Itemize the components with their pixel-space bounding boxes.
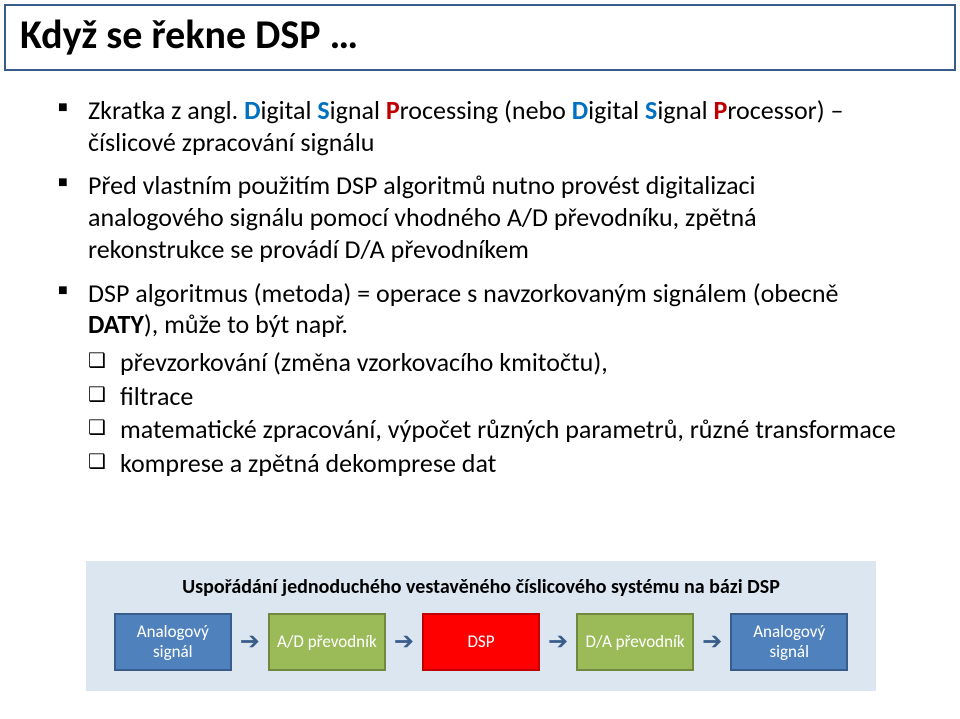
inner-bullet-list: převzorkování (změna vzorkovacího kmitoč… (120, 347, 896, 480)
flow-row: Analogový signál ➔ A/D převodník ➔ DSP ➔… (108, 613, 854, 671)
b3-bold: DATY (88, 308, 144, 340)
page-title: Když se řekne DSP … (20, 10, 940, 59)
inner-2: filtrace (120, 381, 896, 413)
b1-s: S (317, 94, 329, 126)
b1-d2: D (572, 94, 588, 126)
inner-3: matematické zpracování, výpočet různých … (120, 414, 896, 446)
b1-p2: P (714, 94, 728, 126)
b1-pre: Zkratka z angl. (88, 94, 244, 126)
b3-post: ), může to být např. (144, 308, 348, 340)
b1-d: D (244, 94, 260, 126)
box-dsp: DSP (422, 613, 540, 671)
diagram-panel: Uspořádání jednoduchého vestavěného čísl… (86, 561, 876, 691)
arrow-icon: ➔ (394, 630, 414, 654)
b1-ignal2: ignal (657, 94, 713, 126)
arrow-icon: ➔ (702, 630, 722, 654)
bullet-3: DSP algoritmus (metoda) = operace s navz… (88, 278, 896, 480)
arrow-icon: ➔ (548, 630, 568, 654)
b1-ignal: ignal (330, 94, 386, 126)
title-bar: Když se řekne DSP … (4, 4, 956, 71)
diagram-caption: Uspořádání jednoduchého vestavěného čísl… (108, 575, 854, 599)
box-adc: A/D převodník (268, 613, 386, 671)
b1-p: P (386, 94, 400, 126)
inner-1: převzorkování (změna vzorkovacího kmitoč… (120, 347, 896, 379)
bullet-2: Před vlastním použitím DSP algoritmů nut… (88, 170, 896, 265)
box-dac: D/A převodník (576, 613, 694, 671)
inner-4: komprese a zpětná dekomprese dat (120, 448, 896, 480)
content-area: Zkratka z angl. Digital Signal Processin… (0, 71, 960, 480)
b1-igital: igital (260, 94, 317, 126)
b1-igital2: igital (588, 94, 645, 126)
box-analog-out: Analogový signál (730, 613, 848, 671)
bullet-1: Zkratka z angl. Digital Signal Processin… (88, 95, 896, 158)
box-analog-in: Analogový signál (114, 613, 232, 671)
bullet-list: Zkratka z angl. Digital Signal Processin… (88, 95, 896, 480)
b3-pre: DSP algoritmus (metoda) = operace s navz… (88, 277, 838, 309)
arrow-icon: ➔ (240, 630, 260, 654)
b1-rocessing: rocessing (nebo (400, 94, 572, 126)
b1-s2: S (645, 94, 657, 126)
